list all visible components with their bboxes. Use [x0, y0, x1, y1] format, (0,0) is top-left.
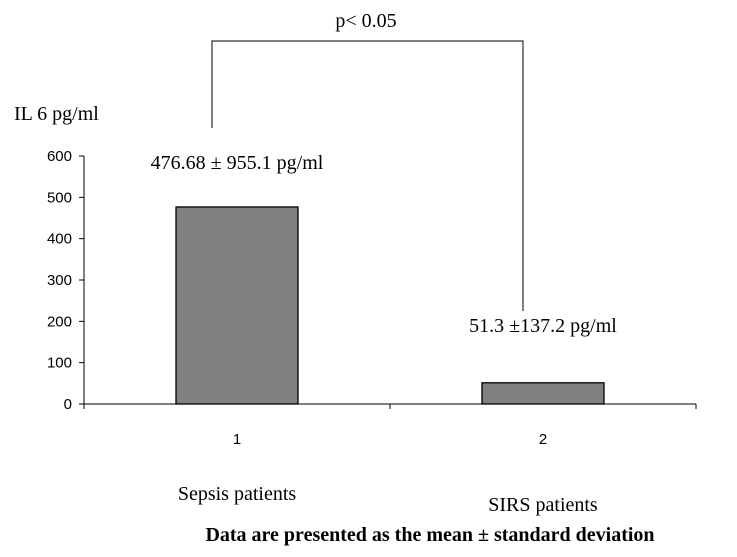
- y-tick-label: 0: [64, 396, 72, 413]
- category-name: Sepsis patients: [178, 483, 297, 505]
- y-tick-label: 500: [47, 189, 72, 206]
- y-tick-label: 600: [47, 148, 72, 165]
- x-axis-ticks: 1 Sepsis patients 2 SIRS patients: [83, 404, 697, 516]
- footnote: Data are presented as the mean ± standar…: [205, 524, 654, 546]
- bar-2: [481, 382, 605, 405]
- significance-label: p< 0.05: [335, 10, 396, 32]
- y-tick-label: 400: [47, 231, 72, 248]
- y-tick-label: 300: [47, 272, 72, 289]
- bar-1: [175, 206, 299, 405]
- x-tick-label: 1: [233, 431, 241, 448]
- significance-bracket: [211, 40, 524, 311]
- axes: [83, 156, 696, 405]
- data-label: 476.68 ± 955.1 pg/ml: [151, 152, 324, 174]
- y-axis-ticks: 0 100 200 300 400 500 600: [47, 148, 84, 413]
- significance-bracket-line: [211, 40, 524, 311]
- y-tick-label: 100: [47, 355, 72, 372]
- bars: 476.68 ± 955.1 pg/ml 51.3 ±137.2 pg/ml: [151, 152, 617, 405]
- y-tick-label: 200: [47, 313, 72, 330]
- data-label: 51.3 ±137.2 pg/ml: [469, 315, 617, 337]
- category-name: SIRS patients: [488, 494, 598, 516]
- x-tick-label: 2: [539, 431, 547, 448]
- y-axis-label: IL 6 pg/ml: [14, 103, 99, 125]
